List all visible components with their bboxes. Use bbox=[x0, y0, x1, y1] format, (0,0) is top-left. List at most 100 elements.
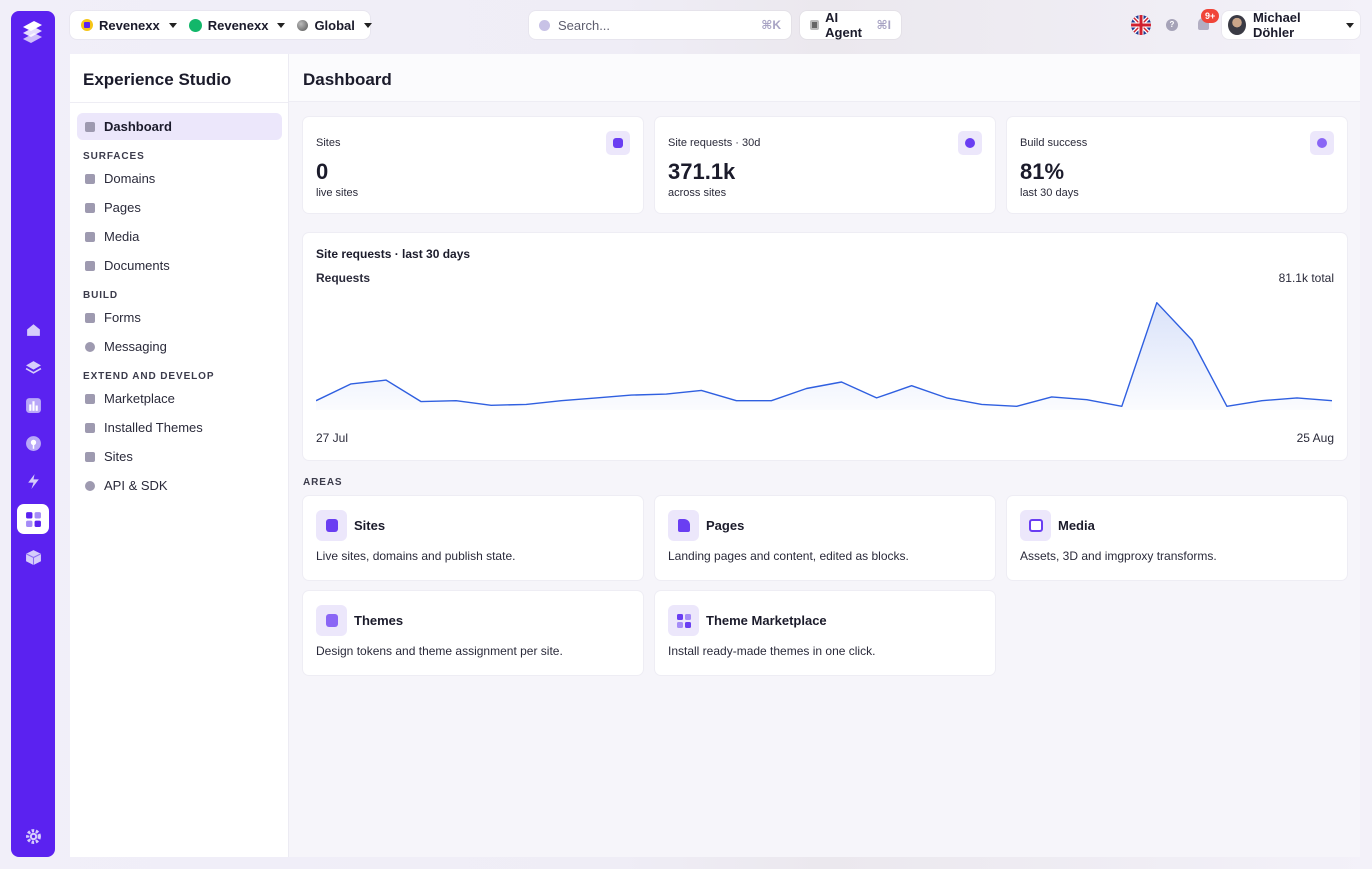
stat-value: 0 bbox=[316, 159, 329, 184]
chevron-down-icon bbox=[363, 22, 372, 28]
area-title: Theme Marketplace bbox=[706, 613, 827, 628]
experience-studio-icon[interactable] bbox=[17, 504, 49, 534]
area-card-theme-marketplace[interactable]: Theme Marketplace Install ready-made the… bbox=[655, 591, 995, 675]
ai-agent-button[interactable]: AI Agent ⌘I bbox=[800, 10, 901, 40]
search-input[interactable]: Search... ⌘K bbox=[529, 11, 791, 39]
dashboard-icon bbox=[85, 121, 95, 132]
help-icon[interactable]: ? bbox=[1166, 19, 1178, 31]
stat-label: Sites bbox=[316, 137, 341, 149]
sidebar-item-label: API & SDK bbox=[104, 478, 168, 493]
lightning-icon[interactable] bbox=[17, 466, 49, 496]
region-label: Global bbox=[314, 17, 355, 33]
area-title: Sites bbox=[354, 518, 386, 533]
notification-bell-icon[interactable] bbox=[1198, 18, 1209, 30]
user-menu[interactable]: Michael Döhler bbox=[1222, 10, 1360, 40]
layers-icon[interactable] bbox=[17, 352, 49, 382]
sidebar-item-api-sdk[interactable]: API & SDK bbox=[77, 472, 282, 499]
sidebar-item-documents[interactable]: Documents bbox=[77, 252, 282, 279]
chart-area-fill bbox=[316, 302, 1332, 410]
sidebar-item-sites[interactable]: Sites bbox=[77, 443, 282, 470]
org-selector[interactable]: Revenexx bbox=[76, 13, 182, 37]
app-rail bbox=[11, 11, 55, 857]
language-flag-icon[interactable] bbox=[1131, 15, 1151, 35]
sidebar-item-forms[interactable]: Forms bbox=[77, 304, 282, 331]
area-desc: Live sites, domains and publish state. bbox=[316, 549, 516, 563]
area-title: Pages bbox=[706, 518, 745, 533]
marketplace-icon bbox=[668, 605, 699, 636]
section-surfaces: SURFACES bbox=[83, 151, 145, 162]
org-label: Revenexx bbox=[99, 17, 160, 33]
globe-icon bbox=[958, 131, 982, 155]
stat-card-build-success[interactable]: Build success 81% last 30 days bbox=[1007, 117, 1347, 213]
area-desc: Assets, 3D and imgproxy transforms. bbox=[1020, 549, 1217, 563]
sidebar-item-installed-themes[interactable]: Installed Themes bbox=[77, 414, 282, 441]
cube-icon[interactable] bbox=[17, 542, 49, 572]
main-content: Dashboard Sites 0 live sites Site reques… bbox=[289, 54, 1360, 857]
requests-chart-card: Site requests · last 30 days Requests 81… bbox=[303, 233, 1347, 460]
chart-x-start: 27 Jul bbox=[316, 431, 349, 445]
page-title: Dashboard bbox=[303, 70, 392, 89]
project-selector[interactable]: Revenexx bbox=[184, 13, 291, 37]
home-icon[interactable] bbox=[17, 314, 49, 344]
sidebar-item-label: Messaging bbox=[104, 339, 167, 354]
revenexx-logo-icon bbox=[81, 19, 93, 31]
divider bbox=[70, 102, 288, 103]
themes-icon bbox=[316, 605, 347, 636]
stat-card-sites[interactable]: Sites 0 live sites bbox=[303, 117, 643, 213]
workspace-switcher: Revenexx Revenexx Global bbox=[70, 11, 372, 39]
area-card-media[interactable]: Media Assets, 3D and imgproxy transforms… bbox=[1007, 496, 1347, 580]
user-name: Michael Döhler bbox=[1252, 10, 1301, 40]
sidebar: Experience Studio Dashboard SURFACES Dom… bbox=[70, 54, 289, 857]
sidebar-item-label: Dashboard bbox=[104, 119, 172, 134]
sidebar-item-pages[interactable]: Pages bbox=[77, 194, 282, 221]
sidebar-item-dashboard[interactable]: Dashboard bbox=[77, 113, 282, 140]
area-title: Media bbox=[1058, 518, 1095, 533]
stat-value: 371.1k bbox=[668, 159, 736, 184]
area-card-themes[interactable]: Themes Design tokens and theme assignmen… bbox=[303, 591, 643, 675]
sites-icon bbox=[316, 510, 347, 541]
settings-gear-icon[interactable] bbox=[17, 821, 49, 851]
area-card-pages[interactable]: Pages Landing pages and content, edited … bbox=[655, 496, 995, 580]
stat-sub: across sites bbox=[668, 187, 727, 199]
chart-title: Site requests · last 30 days bbox=[316, 247, 471, 261]
analytics-icon[interactable] bbox=[17, 390, 49, 420]
forms-icon bbox=[85, 312, 95, 323]
sidebar-item-label: Domains bbox=[104, 171, 156, 186]
area-title: Themes bbox=[354, 613, 404, 628]
requests-chart bbox=[316, 302, 1332, 410]
pages-icon bbox=[668, 510, 699, 541]
page-header: Dashboard bbox=[289, 54, 1360, 102]
sidebar-item-marketplace[interactable]: Marketplace bbox=[77, 385, 282, 412]
project-label: Revenexx bbox=[207, 17, 269, 33]
location-icon[interactable] bbox=[17, 428, 49, 458]
sidebar-item-media[interactable]: Media bbox=[77, 223, 282, 250]
sidebar-item-messaging[interactable]: Messaging bbox=[77, 333, 282, 360]
chart-series-label: Requests bbox=[316, 271, 371, 285]
messaging-icon bbox=[85, 341, 95, 352]
themes-icon bbox=[85, 422, 95, 433]
avatar bbox=[1228, 15, 1246, 35]
media-icon bbox=[1020, 510, 1051, 541]
media-icon bbox=[85, 231, 95, 242]
stat-label: Build success bbox=[1020, 137, 1088, 149]
app-logo-icon[interactable] bbox=[20, 19, 46, 45]
documents-icon bbox=[85, 260, 95, 271]
chevron-down-icon bbox=[277, 22, 286, 28]
sidebar-item-domains[interactable]: Domains bbox=[77, 165, 282, 192]
section-build: BUILD bbox=[83, 290, 119, 301]
area-card-sites[interactable]: Sites Live sites, domains and publish st… bbox=[303, 496, 643, 580]
area-desc: Landing pages and content, edited as blo… bbox=[668, 549, 909, 563]
sidebar-item-label: Forms bbox=[104, 310, 141, 325]
stat-label: Site requests · 30d bbox=[668, 137, 761, 149]
sidebar-item-label: Media bbox=[104, 229, 140, 244]
domains-icon bbox=[85, 173, 95, 184]
marketplace-icon bbox=[85, 393, 95, 404]
ai-agent-label: AI Agent bbox=[825, 10, 862, 40]
region-selector[interactable]: Global bbox=[292, 13, 376, 37]
area-desc: Design tokens and theme assignment per s… bbox=[316, 644, 563, 658]
globe-icon bbox=[297, 19, 309, 31]
check-badge-icon bbox=[1310, 131, 1334, 155]
sidebar-item-label: Documents bbox=[104, 258, 170, 273]
sites-icon bbox=[606, 131, 630, 155]
stat-card-requests[interactable]: Site requests · 30d 371.1k across sites bbox=[655, 117, 995, 213]
